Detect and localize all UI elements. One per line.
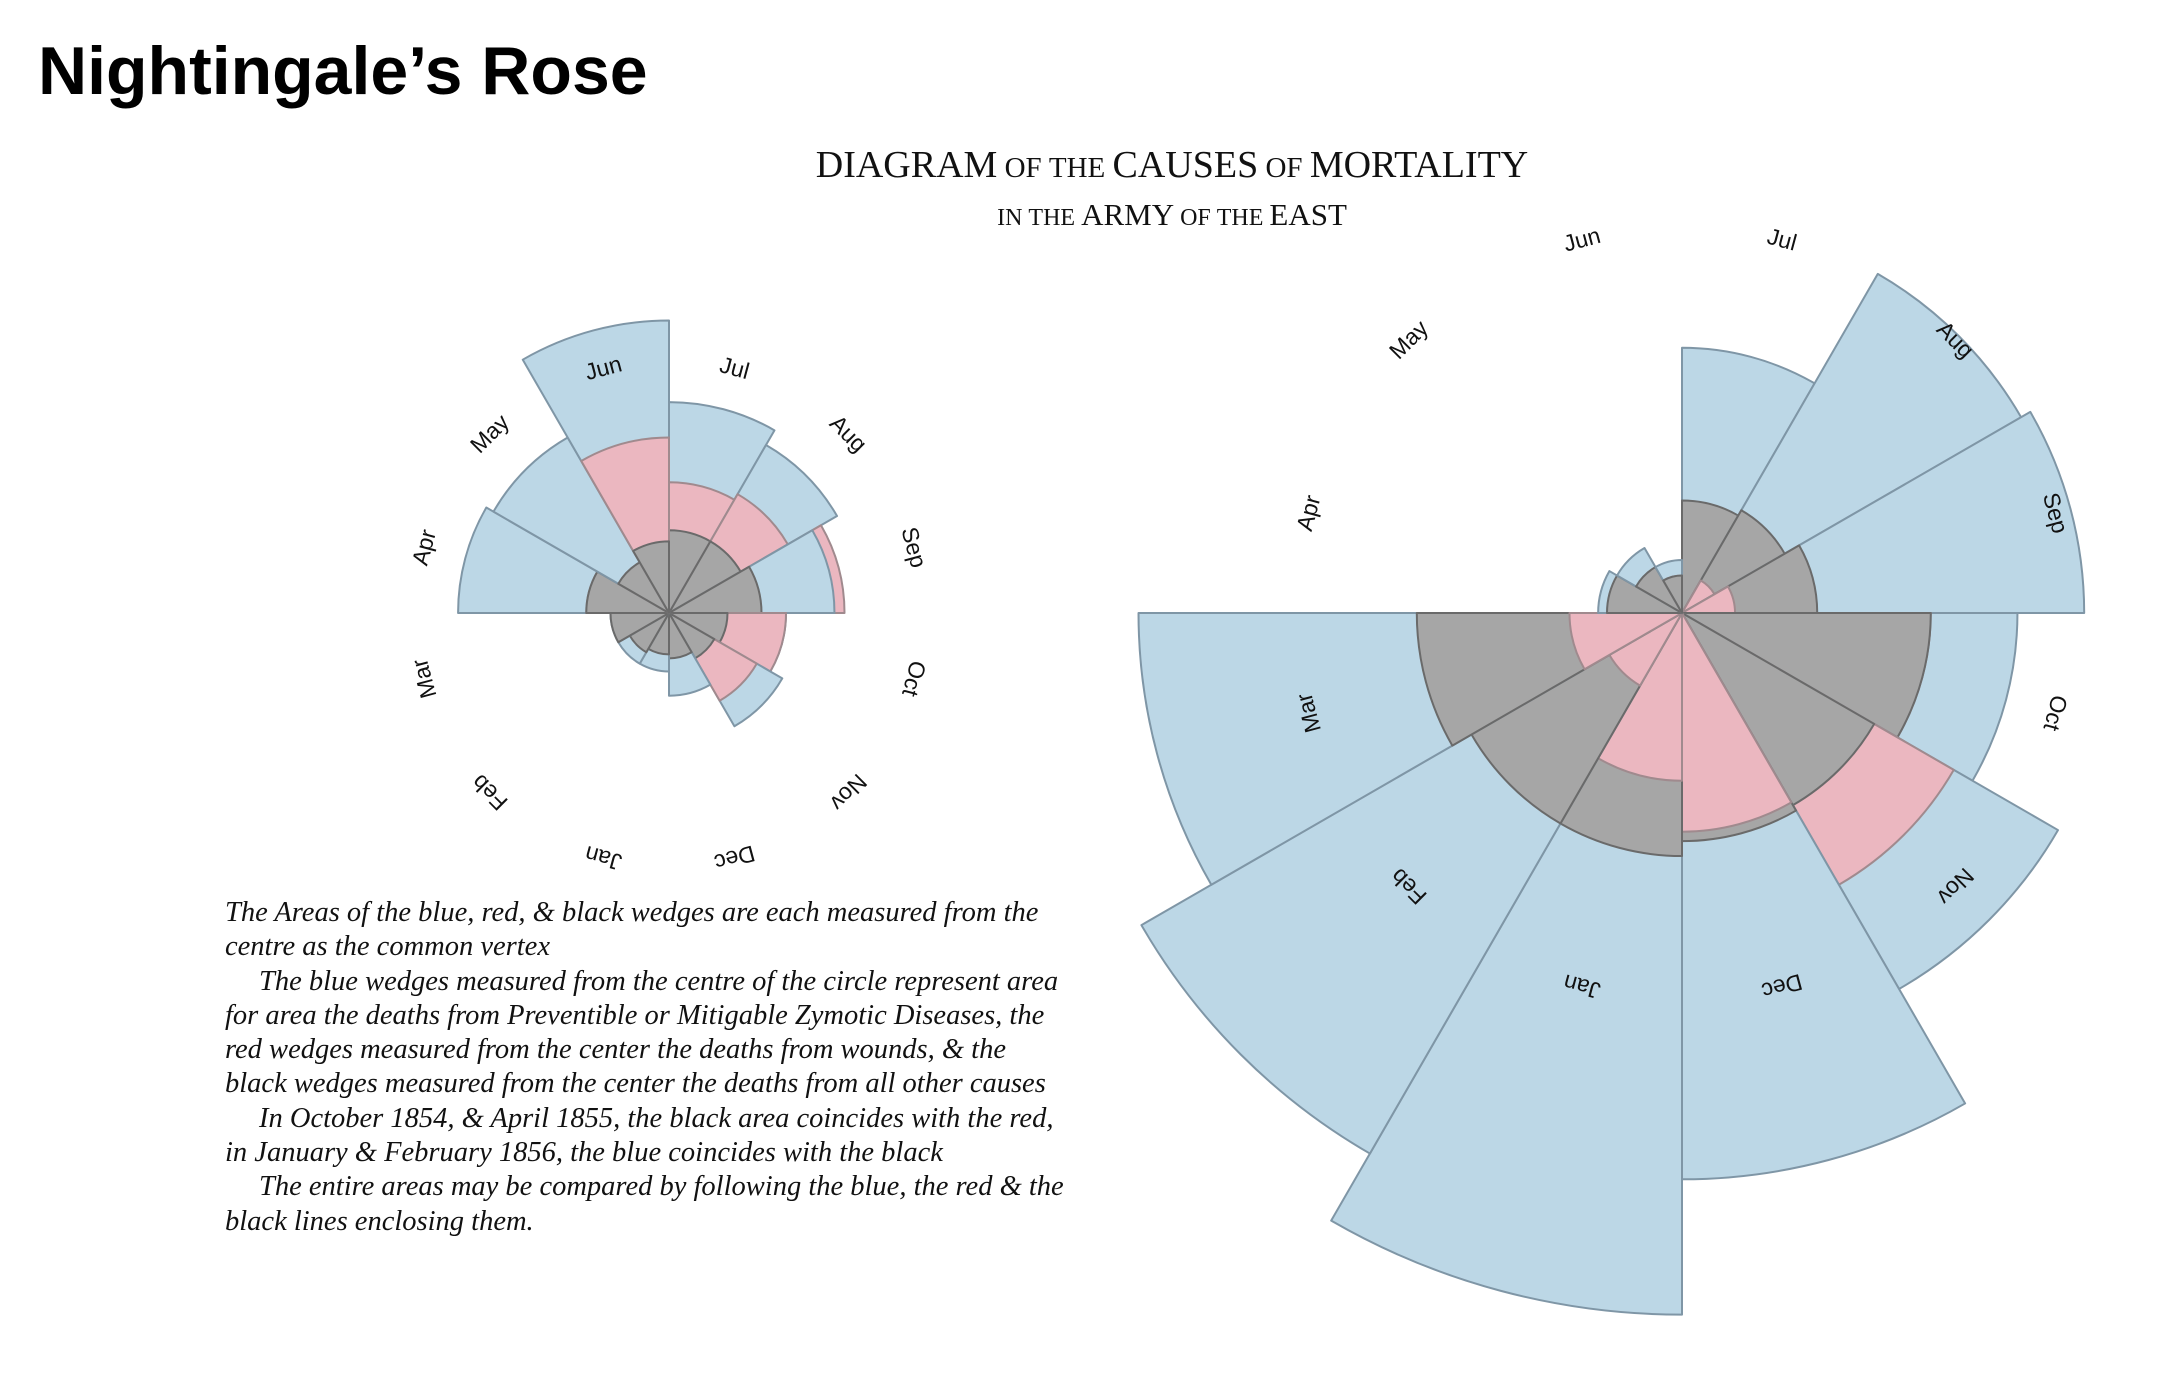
- month-label-apr: Apr: [407, 526, 441, 568]
- wedge-other-oct: [1681, 612, 1932, 739]
- legend-text: The Areas of the blue, red, & black wedg…: [225, 896, 1065, 1239]
- month-label-feb: Feb: [466, 769, 512, 815]
- diagram-title-part: EAST: [1269, 197, 1347, 232]
- month-label-jul: Jul: [717, 351, 752, 384]
- diagram-title-part: OF THE: [997, 152, 1112, 184]
- month-label-sep: Sep: [896, 524, 932, 570]
- legend-paragraph: The Areas of the blue, red, & black wedg…: [225, 897, 1039, 963]
- legend-paragraph: In October 1854, & April 1855, the black…: [225, 1102, 1054, 1169]
- diagram-title-part: MORTALITY: [1310, 144, 1528, 186]
- wedge-other-jun: [632, 540, 670, 614]
- legend-paragraph: The entire areas may be compared by foll…: [225, 1171, 1064, 1237]
- month-label-aug: Aug: [825, 410, 872, 457]
- month-label-jul: Jul: [1765, 223, 1800, 256]
- diagram-title-part: IN THE: [997, 205, 1081, 231]
- month-label-dec: Dec: [712, 840, 758, 876]
- month-label-apr: Apr: [1291, 492, 1325, 534]
- wedge-zymotic-may: [492, 436, 670, 614]
- diagram-title-part: OF: [1258, 152, 1310, 184]
- page-title: Nightingale’s Rose: [38, 33, 648, 109]
- month-label-mar: Mar: [406, 656, 441, 701]
- wedge-other-nov: [1681, 612, 1876, 807]
- month-label-jun: Jun: [1561, 222, 1604, 257]
- diagram-title-part: OF THE: [1174, 205, 1269, 231]
- month-label-nov: Nov: [825, 769, 873, 817]
- wedge-other-jun: [1662, 574, 1683, 614]
- diagram-title-part: CAUSES: [1113, 144, 1259, 186]
- wedge-wounds-mar: [1568, 612, 1683, 671]
- wedge-wounds-jan: [1597, 612, 1683, 782]
- diagram-title-part: DIAGRAM: [816, 144, 998, 186]
- month-label-may: May: [1384, 315, 1433, 364]
- diagram-title-line1: DIAGRAM OF THE CAUSES OF MORTALITY: [816, 144, 1529, 186]
- diagram-title-part: ARMY: [1081, 197, 1174, 232]
- legend-paragraph: The blue wedges measured from the centre…: [225, 965, 1059, 1100]
- month-label-may: May: [465, 409, 514, 458]
- month-label-oct: Oct: [897, 658, 932, 700]
- month-label-oct: Oct: [2038, 692, 2073, 734]
- wedge-wounds-dec: [1681, 612, 1793, 833]
- diagram-title-line2: IN THE ARMY OF THE EAST: [997, 197, 1347, 232]
- month-label-jan: Jan: [582, 841, 625, 876]
- wedge-zymotic-aug: [1681, 272, 2023, 614]
